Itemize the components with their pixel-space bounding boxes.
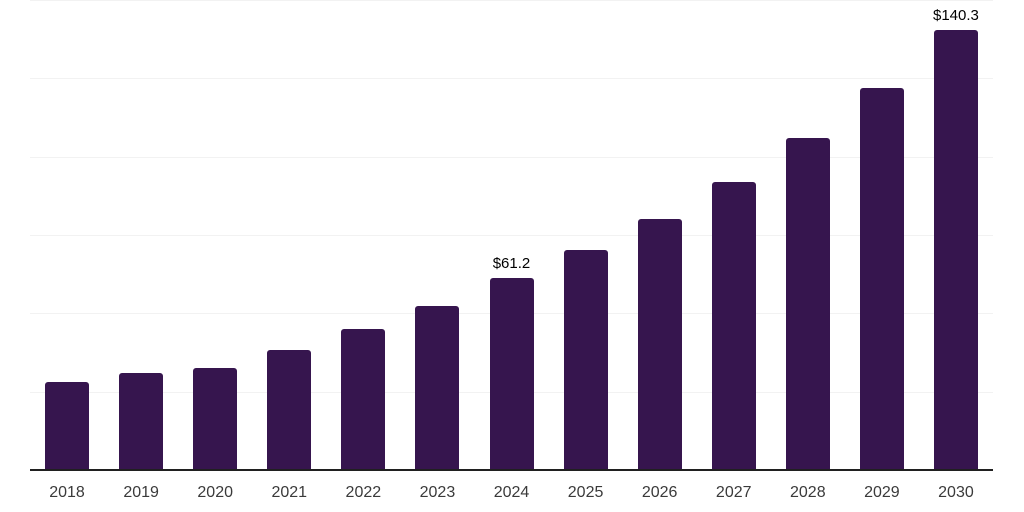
- bar-2029: [859, 88, 904, 470]
- bar-2030: [933, 30, 978, 470]
- gridline-125: [30, 78, 993, 80]
- x-axis-labels: 2018 2019 2020 2021 2022 2023 2024 2025 2026 2027…: [30, 470, 993, 512]
- bar-2024: [489, 278, 534, 470]
- x-tick-2024: 2024: [493, 484, 530, 501]
- gridline-150: [30, 0, 993, 1]
- x-tick-2020: 2020: [197, 484, 233, 501]
- bar-2027: [711, 181, 756, 470]
- x-tick-2027: 2027: [715, 484, 752, 501]
- bar-2021: [267, 350, 312, 470]
- bar-2025: [563, 250, 608, 470]
- data-label-2030: $140.3: [933, 7, 979, 25]
- bar-2023: [415, 305, 460, 470]
- x-tick-2021: 2021: [271, 484, 308, 501]
- plot-area: $61.2 $140.3: [30, 0, 993, 470]
- x-tick-2022: 2022: [345, 484, 382, 501]
- data-label-2024: $61.2: [492, 255, 531, 273]
- x-tick-2019: 2019: [123, 484, 159, 501]
- gridline-100: [30, 156, 993, 158]
- bar-2018: [45, 381, 90, 470]
- x-tick-2029: 2029: [864, 484, 900, 501]
- x-tick-2018: 2018: [49, 484, 85, 501]
- x-tick-2026: 2026: [641, 484, 678, 501]
- bar-2022: [341, 329, 386, 470]
- x-tick-2028: 2028: [790, 484, 826, 501]
- bar-2028: [785, 138, 830, 470]
- x-tick-2030: 2030: [938, 484, 974, 501]
- bar-2026: [637, 218, 682, 470]
- bar-2020: [193, 367, 238, 470]
- bar-2019: [119, 372, 164, 470]
- x-tick-2025: 2025: [567, 484, 604, 501]
- gridline-75: [30, 235, 993, 236]
- x-axis-line: [30, 469, 993, 471]
- x-tick-2023: 2023: [419, 484, 456, 501]
